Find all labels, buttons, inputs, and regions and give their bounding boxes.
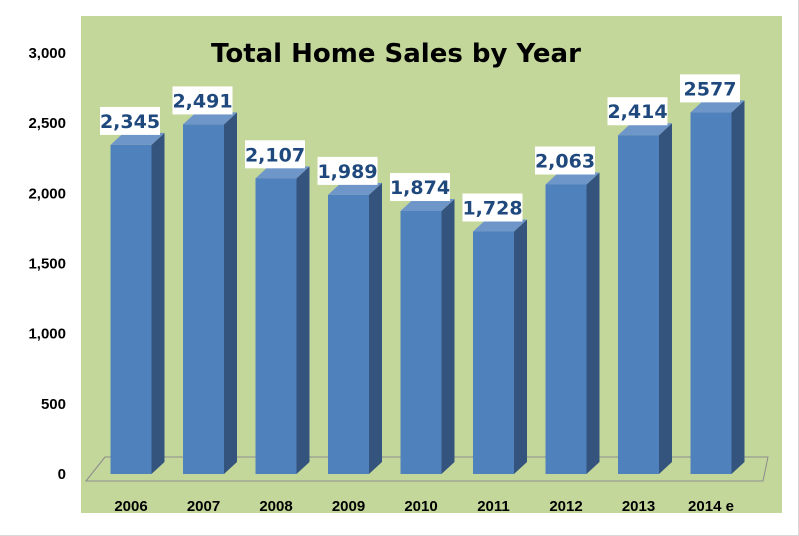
y-tick-label: 2,500 <box>28 115 66 132</box>
y-tick-label: 3,000 <box>28 45 66 62</box>
x-tick-label: 2014 e <box>688 498 734 515</box>
bar-side <box>659 123 672 474</box>
data-label: 1,728 <box>462 193 523 222</box>
bar-front <box>183 124 224 475</box>
x-tick-label: 2007 <box>187 498 220 515</box>
bar-side <box>731 100 745 475</box>
chart-floor <box>84 456 769 482</box>
bar-top <box>328 182 382 195</box>
x-tick-label: 2009 <box>332 498 365 515</box>
bar-side <box>151 132 165 474</box>
bar <box>183 112 237 475</box>
bar-front <box>328 194 369 474</box>
data-labels: 2,345 2,491 2,107 1,989 1,874 1,728 2,063 2,414… <box>100 74 740 222</box>
bar <box>328 182 382 474</box>
bar-side <box>441 199 455 475</box>
x-tick-label: 2010 <box>404 498 437 515</box>
bar <box>473 219 527 474</box>
data-label: 2577 <box>680 74 740 103</box>
data-label-text: 1,989 <box>317 161 377 183</box>
bar-front <box>690 112 732 475</box>
y-tick-label: 500 <box>41 396 66 413</box>
data-label-box <box>317 156 378 185</box>
data-label: 2,063 <box>535 146 595 175</box>
data-label: 2,107 <box>245 140 305 169</box>
bar-front <box>110 144 152 474</box>
data-label-text: 2,414 <box>607 101 667 123</box>
data-label-text: 2,107 <box>245 144 305 166</box>
data-label-box <box>390 173 450 202</box>
bar <box>110 132 165 474</box>
bar-front <box>618 135 659 474</box>
bar-top <box>400 199 455 212</box>
bar <box>400 199 455 475</box>
bar-front <box>473 231 514 474</box>
data-label: 2,491 <box>172 86 233 115</box>
bar-side <box>369 182 382 474</box>
data-label: 1,989 <box>317 156 378 185</box>
bar <box>618 123 672 474</box>
data-label-text: 2,345 <box>100 111 160 133</box>
x-tick-label: 2006 <box>114 498 147 515</box>
data-label-box <box>462 193 523 222</box>
bar <box>545 172 600 474</box>
x-axis: 2006 2007 2008 2009 2010 2011 2012 2013 2014 e <box>114 498 734 515</box>
bar-side <box>224 112 237 475</box>
bar-front <box>255 178 297 474</box>
data-label-box <box>172 86 233 115</box>
data-label-box <box>607 97 668 126</box>
data-label: 1,874 <box>390 173 450 202</box>
chart-title: Total Home Sales by Year <box>211 39 581 69</box>
bar-top <box>110 132 165 145</box>
x-tick-label: 2008 <box>259 498 292 515</box>
bar-front <box>400 211 442 475</box>
data-label-text: 2,491 <box>172 90 232 112</box>
data-label-box <box>245 140 305 169</box>
bar-side <box>514 219 527 474</box>
data-label-text: 2,063 <box>535 150 595 172</box>
bar-front <box>545 184 587 474</box>
bar-top <box>183 112 237 125</box>
floor-edge <box>85 456 106 482</box>
bar-top <box>618 123 672 136</box>
data-label-box <box>535 146 595 175</box>
y-tick-label: 2,000 <box>28 185 66 202</box>
data-label-box <box>100 106 160 135</box>
x-tick-label: 2011 <box>477 498 510 515</box>
data-label-text: 1,728 <box>462 198 522 220</box>
bar-top <box>545 172 600 185</box>
data-label: 2,345 <box>100 106 160 135</box>
bar-top <box>255 166 310 179</box>
y-tick-label: 1,500 <box>28 256 66 273</box>
bars <box>110 100 745 475</box>
y-axis: 0 500 1,000 1,500 2,000 2,500 3,000 <box>28 45 66 483</box>
x-tick-label: 2013 <box>622 498 655 515</box>
bar <box>690 100 745 475</box>
data-label: 2,414 <box>607 97 668 126</box>
y-tick-label: 0 <box>58 466 66 483</box>
bar <box>255 166 310 474</box>
y-tick-label: 1,000 <box>28 326 66 343</box>
data-label-box <box>680 74 740 103</box>
x-tick-label: 2012 <box>549 498 582 515</box>
bar-top <box>473 219 527 232</box>
data-label-text: 2577 <box>684 78 737 100</box>
bar-side <box>296 166 310 474</box>
data-label-text: 1,874 <box>390 177 450 199</box>
bar-side <box>586 172 600 474</box>
bar-top <box>690 100 745 113</box>
